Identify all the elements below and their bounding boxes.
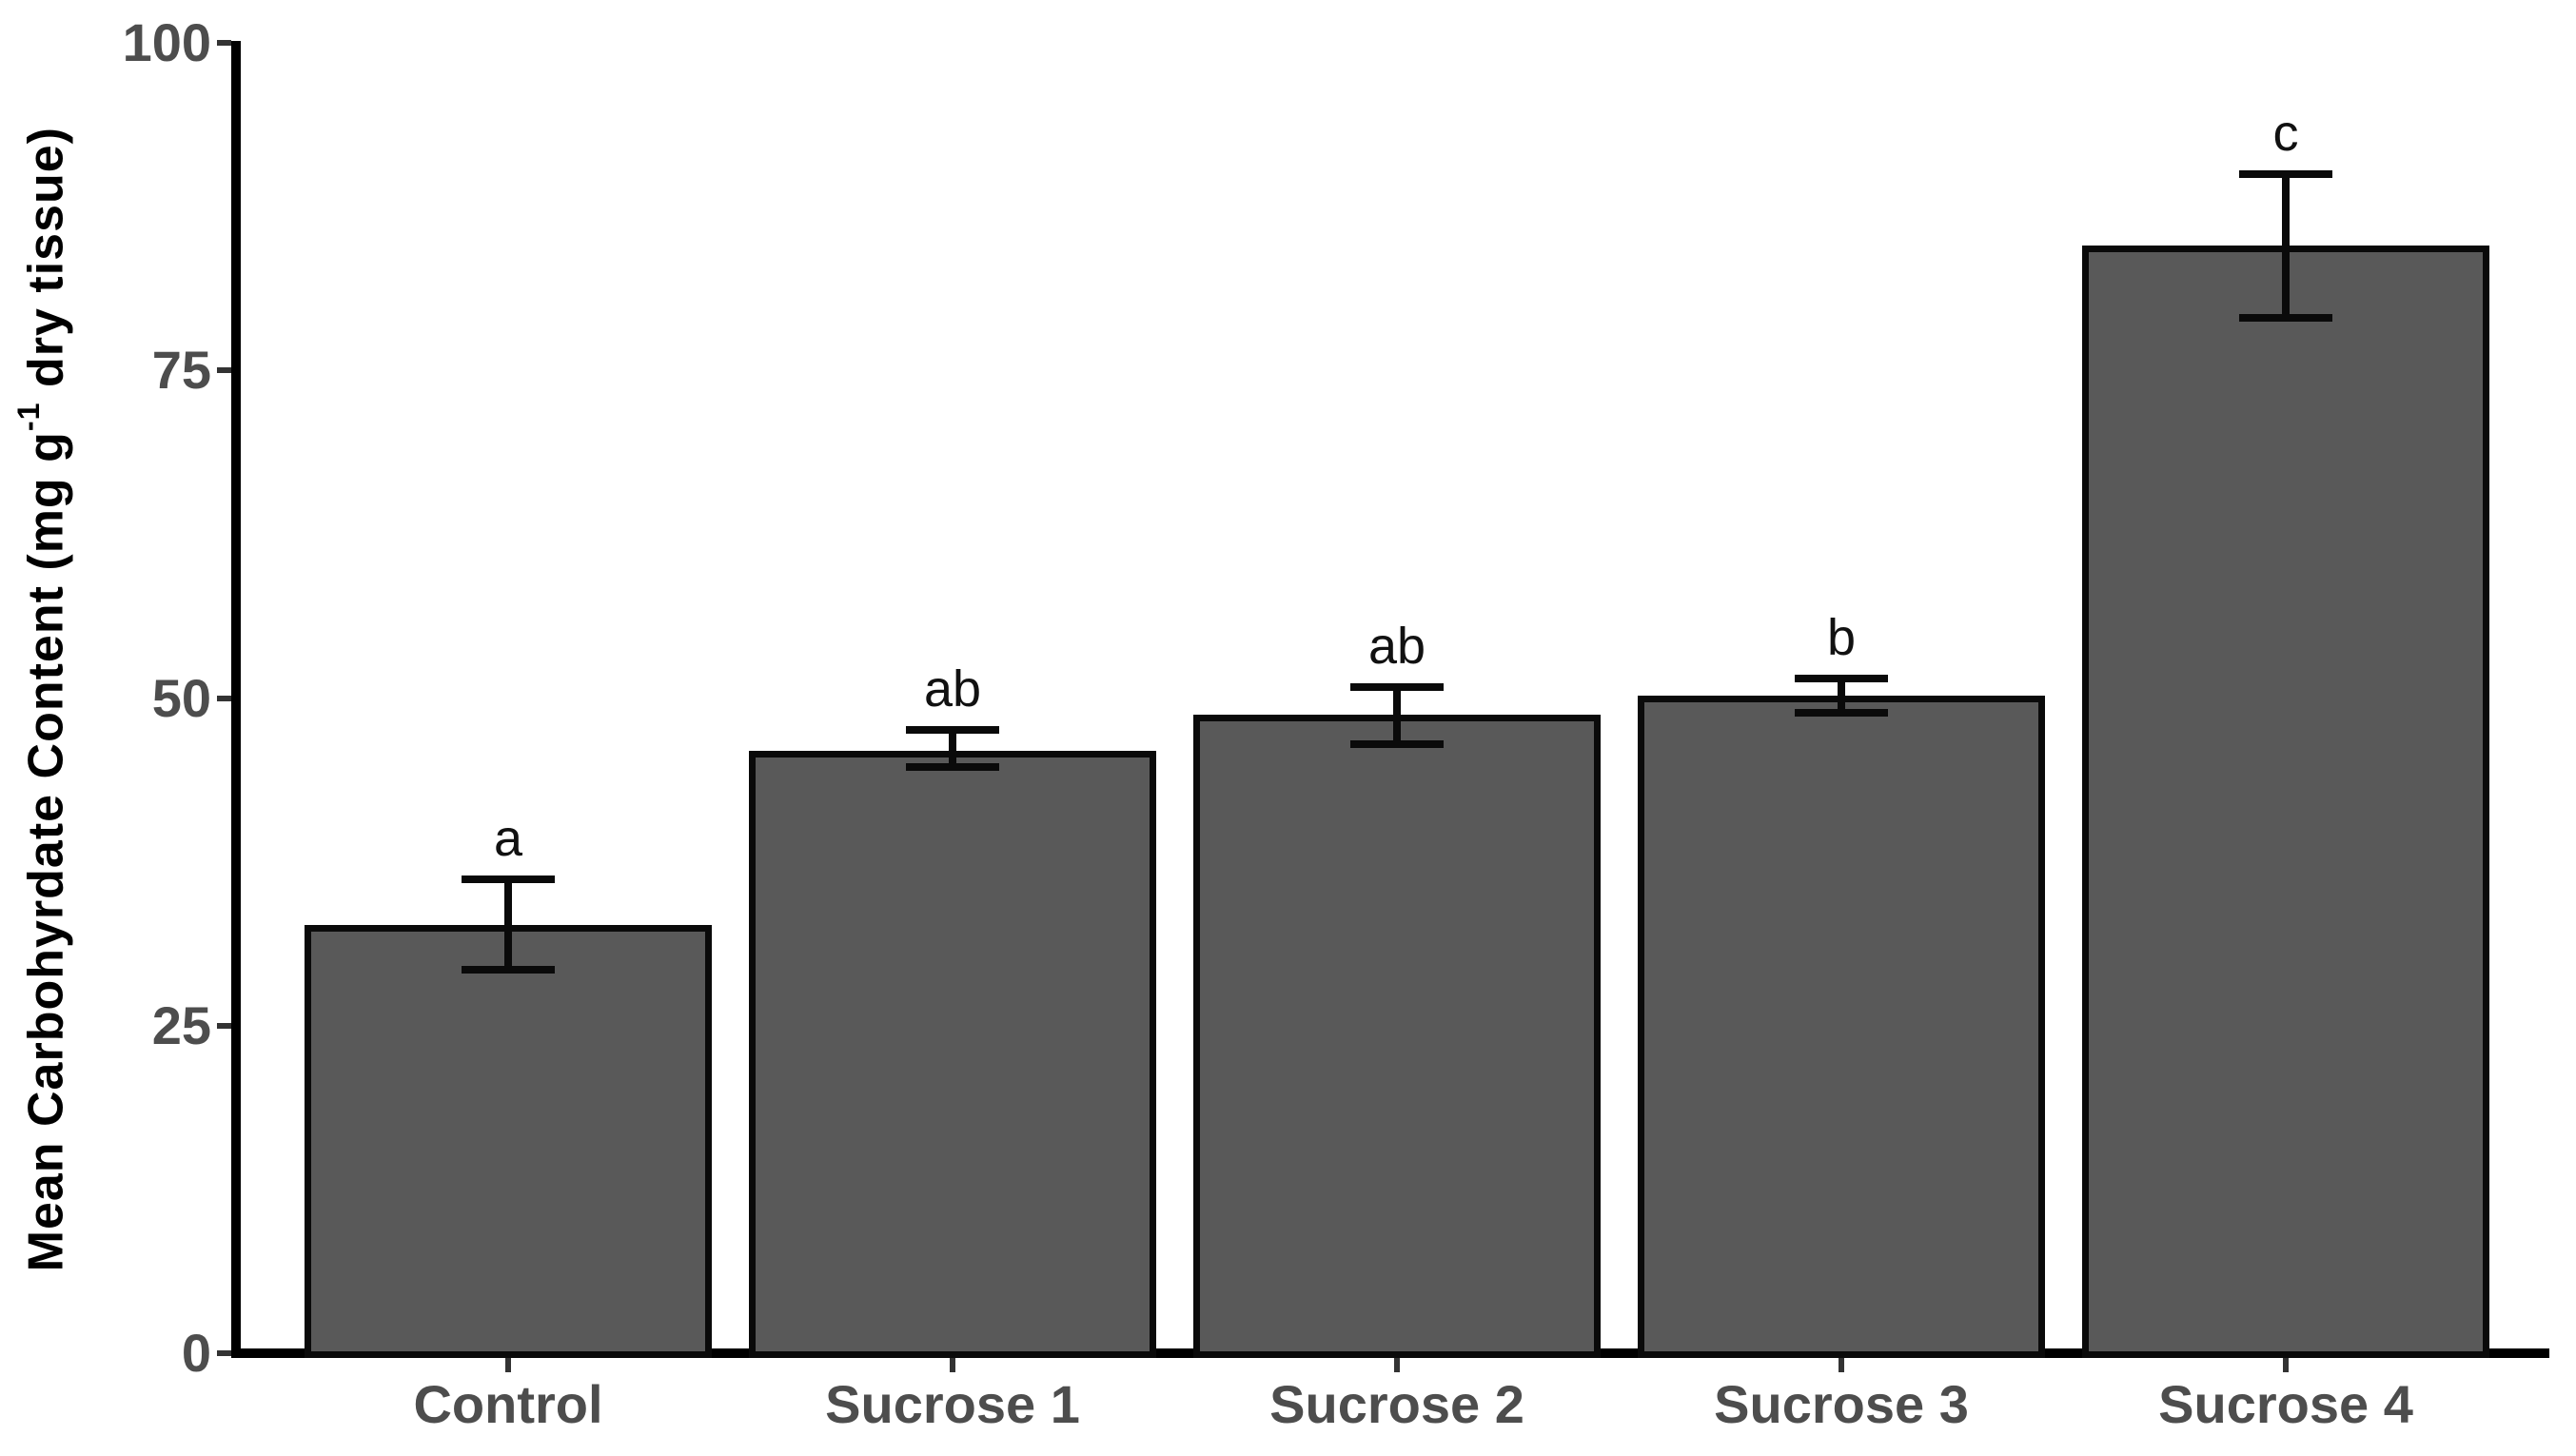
error-bar-cap-bottom [906, 763, 999, 772]
error-bar-cap-bottom [2239, 314, 2332, 323]
error-bar-cap-top [2239, 169, 2332, 178]
x-axis-tick [2283, 1358, 2289, 1372]
x-axis-tick [1839, 1358, 1844, 1372]
y-axis-tick [217, 367, 231, 374]
x-axis-tick-label: Sucrose 4 [2158, 1374, 2413, 1434]
error-bar-cap-top [1350, 683, 1444, 692]
x-axis-tick-label: Sucrose 1 [825, 1374, 1080, 1434]
error-bar-cap-bottom [1795, 708, 1888, 717]
error-bar-cap-bottom [1350, 739, 1444, 748]
y-axis-tick-label: 25 [151, 994, 211, 1055]
error-bar-cap-bottom [462, 965, 555, 974]
significance-letter: b [1826, 608, 1857, 666]
bar [305, 924, 712, 1358]
y-axis-tick-label: 50 [151, 667, 211, 728]
error-bar-cap-top [906, 725, 999, 734]
significance-letter: ab [1367, 618, 1426, 676]
y-axis-tick-label: 75 [151, 340, 211, 401]
y-axis-tick [217, 1022, 231, 1029]
significance-letter: a [493, 809, 523, 867]
error-bar-line [2282, 173, 2290, 319]
error-bar-line [1838, 678, 1845, 713]
y-axis-tick [217, 695, 231, 701]
y-axis-title-superscript: -1 [10, 402, 46, 432]
y-axis-tick-label: 100 [122, 12, 211, 72]
error-bar-line [949, 729, 956, 768]
significance-letter: c [2272, 104, 2299, 162]
error-bar-cap-top [1795, 674, 1888, 682]
y-axis-title-pre: Mean Carbohyrdate Content (mg g [18, 431, 74, 1272]
error-bar-cap-top [462, 875, 555, 883]
bar [2082, 246, 2489, 1358]
x-axis-tick-label: Control [413, 1374, 603, 1434]
error-bar-line [504, 878, 512, 970]
error-bar-line [1393, 687, 1401, 744]
y-axis-line [231, 41, 241, 1358]
bar [1638, 695, 2045, 1358]
x-axis-tick [1394, 1358, 1400, 1372]
y-axis-tick [217, 40, 231, 46]
y-axis-tick-label: 0 [181, 1323, 211, 1383]
x-axis-tick [950, 1358, 955, 1372]
bar [1193, 715, 1601, 1358]
significance-letter: ab [923, 659, 982, 718]
bar [749, 750, 1156, 1358]
y-axis-tick [217, 1350, 231, 1356]
x-axis-tick-label: Sucrose 3 [1714, 1374, 1969, 1434]
x-axis-tick-label: Sucrose 2 [1269, 1374, 1524, 1434]
x-axis-tick [505, 1358, 511, 1372]
